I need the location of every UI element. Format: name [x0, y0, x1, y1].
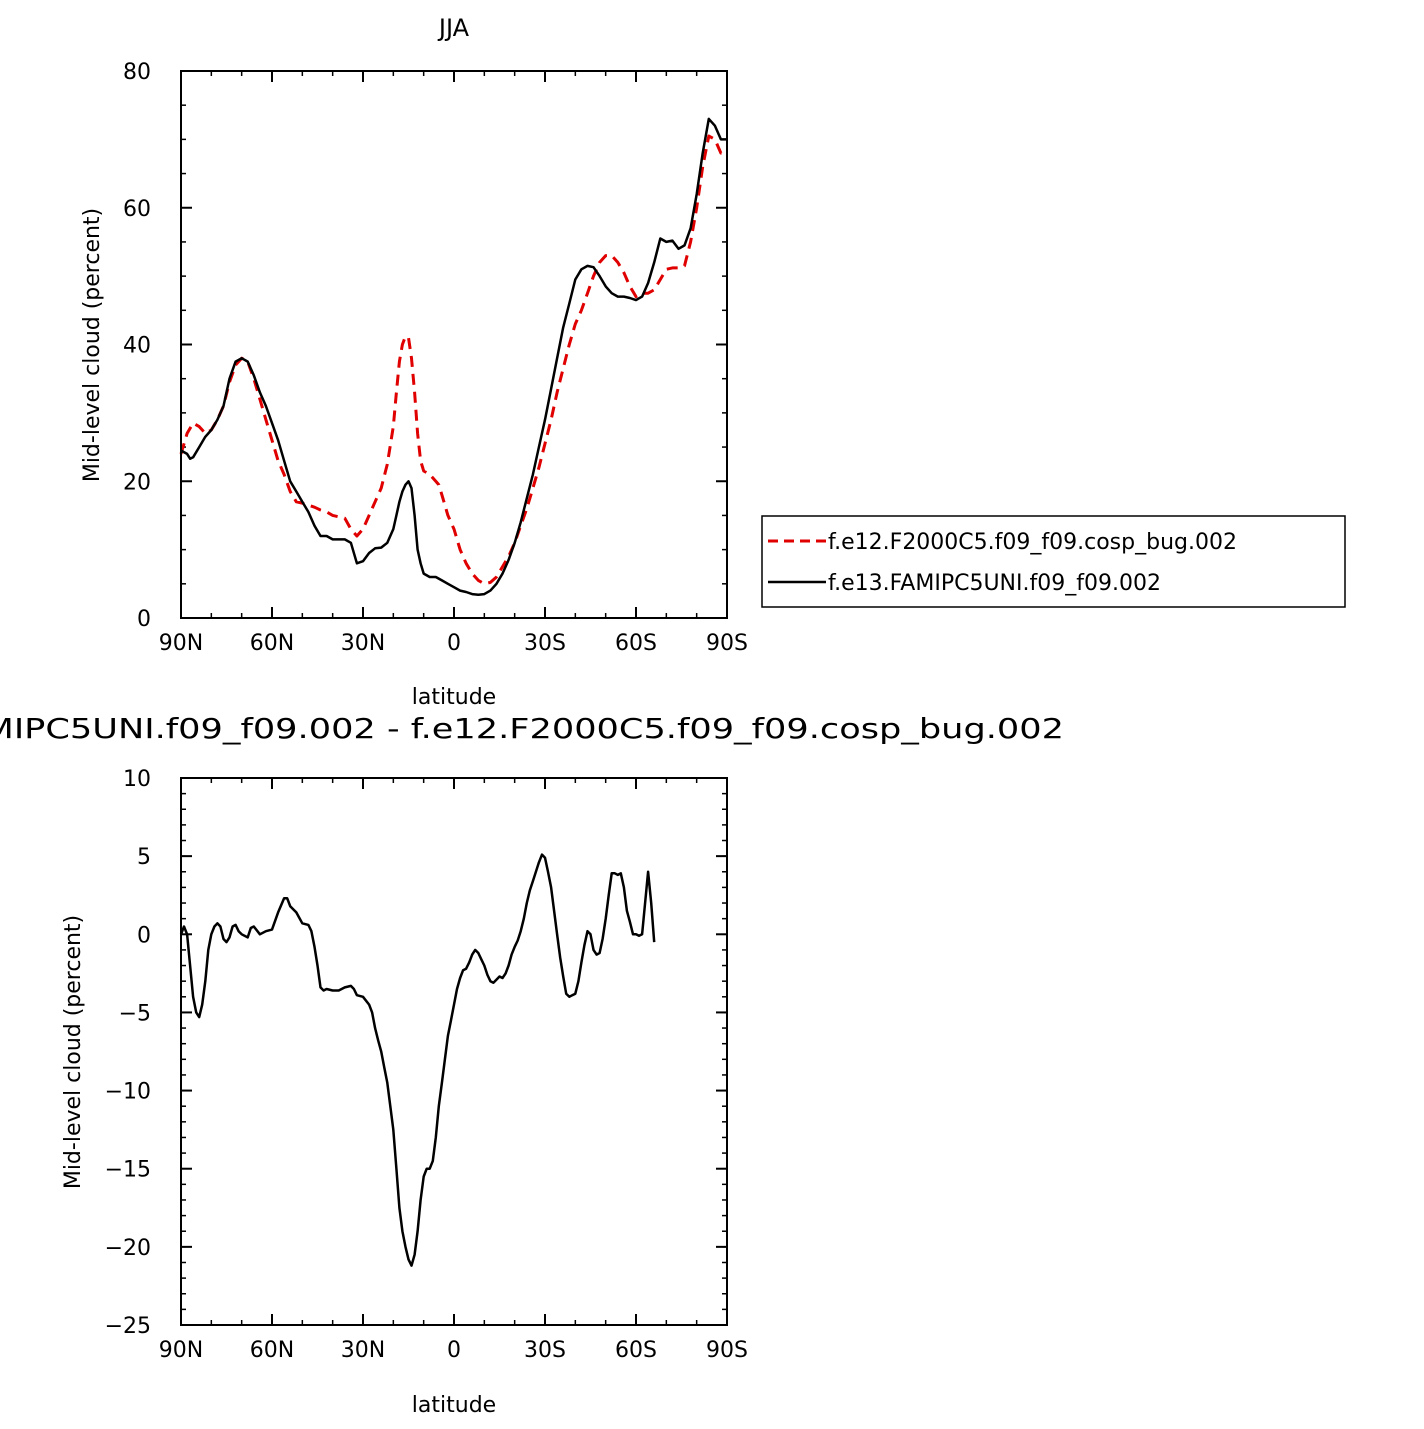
bottom-panel-frame — [180, 777, 728, 1326]
x-tick-label: 0 — [447, 1338, 461, 1363]
y-tick-label: 0 — [137, 923, 151, 948]
y-tick-label: 40 — [123, 334, 151, 359]
y-tick-label: −10 — [105, 1080, 151, 1105]
top-panel-ticks: 90N 60N 30N 0 30S 60S 90S 0 20 40 60 80 — [123, 60, 748, 656]
x-tick-label: 90N — [159, 1338, 203, 1363]
bottom-panel-ticks: 90N 60N 30N 0 30S 60S 90S −25 −20 −15 −10 −5 0 5 10 — [105, 767, 748, 1363]
bottom-panel-title: f.e13.FAMIPC5UNI.f09_f09.002 - f.e12.F20… — [0, 712, 1064, 745]
x-tick-label: 60N — [250, 631, 294, 656]
x-tick-label: 60S — [615, 631, 657, 656]
y-tick-label: 10 — [123, 767, 151, 792]
bottom-panel-x-axis-label: latitude — [412, 1393, 496, 1418]
legend-box — [761, 515, 1346, 608]
y-tick-label: 20 — [123, 470, 151, 495]
x-tick-label: 0 — [447, 631, 461, 656]
x-tick-label: 90S — [706, 631, 748, 656]
y-tick-label: −5 — [119, 1001, 151, 1026]
x-tick-label: 30N — [341, 1338, 385, 1363]
x-tick-label: 90S — [706, 1338, 748, 1363]
series-line-2 — [180, 117, 727, 597]
x-tick-label: 60S — [615, 1338, 657, 1363]
top-panel: JJA latitude Mid-level cloud (percent) 9… — [80, 14, 748, 710]
y-tick-label: 0 — [137, 607, 151, 632]
legend: f.e12.F2000C5.f09_f09.cosp_bug.002 f.e13… — [761, 515, 1346, 608]
y-tick-label: −20 — [105, 1236, 151, 1261]
bottom-panel: f.e13.FAMIPC5UNI.f09_f09.002 - f.e12.F20… — [0, 712, 1064, 1418]
x-tick-label: 90N — [159, 631, 203, 656]
y-tick-label: −15 — [105, 1158, 151, 1183]
y-tick-label: −25 — [105, 1314, 151, 1339]
x-tick-label: 30S — [524, 1338, 566, 1363]
top-panel-series — [179, 117, 727, 597]
y-tick-label: 5 — [137, 845, 151, 870]
top-panel-x-axis-label: latitude — [412, 685, 496, 710]
series-line-1 — [179, 134, 727, 586]
top-panel-frame — [180, 70, 728, 619]
series-line-1 — [179, 853, 656, 1267]
legend-entry-2: f.e13.FAMIPC5UNI.f09_f09.002 — [828, 571, 1161, 596]
bottom-panel-y-axis-label: Mid-level cloud (percent) — [61, 915, 86, 1189]
bottom-panel-series — [179, 853, 656, 1267]
y-tick-label: 60 — [123, 197, 151, 222]
x-tick-label: 60N — [250, 1338, 294, 1363]
y-tick-label: 80 — [123, 60, 151, 85]
legend-entry-1: f.e12.F2000C5.f09_f09.cosp_bug.002 — [828, 530, 1237, 555]
top-panel-y-axis-label: Mid-level cloud (percent) — [80, 208, 105, 482]
x-tick-label: 30S — [524, 631, 566, 656]
x-tick-label: 30N — [341, 631, 385, 656]
top-panel-title: JJA — [437, 14, 470, 42]
